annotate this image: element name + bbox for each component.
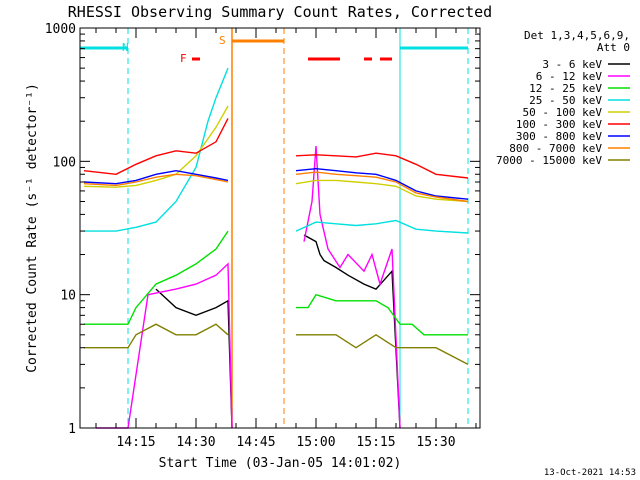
legend-entry-label: 25 - 50 keV: [529, 94, 602, 107]
series-12-25-kev: [296, 293, 468, 336]
series-300-800-kev: [295, 167, 469, 200]
timestamp: 13-Oct-2021 14:53: [544, 468, 636, 478]
legend-entry-label: 6 - 12 keV: [536, 70, 603, 83]
chart-title: RHESSI Observing Summary Count Rates, Co…: [68, 3, 492, 21]
x-tick-label: 15:00: [296, 435, 335, 450]
x-tick-label: 14:15: [116, 435, 155, 450]
legend-entry-label: 3 - 6 keV: [542, 58, 602, 71]
y-tick-label: 1: [68, 422, 76, 437]
legend-entry-label: 300 - 800 keV: [516, 130, 602, 143]
y-tick-label: 100: [53, 155, 76, 170]
y-axis-label: Corrected Count Rate (s⁻¹ detector⁻¹): [25, 83, 40, 373]
legend-entry-label: 7000 - 15000 keV: [496, 154, 602, 167]
plot-area-frame: [79, 27, 481, 429]
series-100-300-kev: [83, 118, 229, 176]
x-tick-label: 15:15: [356, 435, 395, 450]
series-800-7000-kev: [295, 171, 469, 203]
x-tick-label: 14:30: [176, 435, 215, 450]
saa-marker-label: S: [219, 34, 226, 47]
x-tick-label: 14:45: [236, 435, 275, 450]
legend-header-attenuator: Att 0: [597, 41, 630, 54]
y-tick-label: 10: [60, 289, 76, 304]
legend-entry-label: 12 - 25 keV: [529, 82, 602, 95]
series-3-6-kev: [155, 288, 233, 429]
x-tick-label: 15:30: [416, 435, 455, 450]
series-100-300-kev: [295, 152, 469, 179]
series-50-100-kev: [295, 179, 469, 203]
series-300-800-kev: [83, 169, 229, 185]
series-12-25-kev: [84, 230, 229, 325]
legend-entry-label: 800 - 7000 keV: [509, 142, 602, 155]
series-25-50-kev: [295, 219, 469, 234]
series-7000-15000-kev: [84, 323, 229, 349]
legend-entry-label: 50 - 100 keV: [523, 106, 603, 119]
series-7000-15000-kev: [296, 333, 469, 366]
series-25-50-kev: [84, 67, 229, 232]
series-800-7000-kev: [83, 173, 229, 187]
y-tick-label: 1000: [45, 22, 76, 37]
series-3-6-kev: [303, 234, 401, 429]
legend-header-detectors: Det 1,3,4,5,6,9,: [524, 29, 630, 42]
x-axis-label: Start Time (03-Jan-05 14:01:02): [159, 456, 402, 471]
flare-marker-label: F: [180, 52, 187, 65]
series-6-12-kev: [96, 262, 233, 429]
night-marker-label: N: [122, 41, 129, 54]
legend-entry-label: 100 - 300 keV: [516, 118, 602, 131]
series-50-100-kev: [83, 105, 229, 188]
